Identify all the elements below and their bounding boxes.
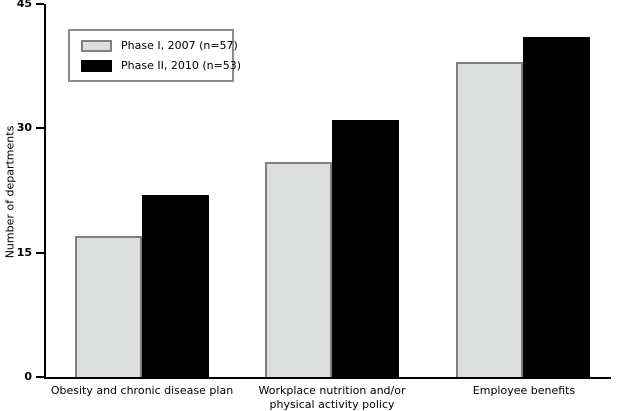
bar-phase1-employee-benefits (456, 62, 523, 377)
y-tick-label: 0 (24, 370, 32, 383)
y-tick-label: 15 (16, 245, 32, 259)
legend-item-phase2: Phase II, 2010 (n=53) (81, 59, 241, 72)
y-tick-mark (36, 127, 44, 130)
legend-label-phase1: Phase I, 2007 (n=57) (121, 39, 238, 52)
bar-phase2-obesity-plan (142, 194, 209, 377)
bar-group-obesity-plan (75, 4, 209, 377)
x-category-label-employee-benefits: Employee benefits (472, 384, 576, 397)
bar-phase2-workplace-policy (332, 120, 399, 377)
x-category-label-workplace-policy: Workplace nutrition and/or physical acti… (258, 384, 406, 411)
y-tick-label: 45 (16, 0, 32, 10)
bar-phase1-obesity-plan (75, 236, 142, 377)
y-tick-mark (36, 3, 44, 5)
y-tick-mark (36, 376, 44, 378)
legend-swatch-phase1 (81, 39, 112, 52)
y-tick-label: 30 (16, 121, 32, 135)
legend-label-phase2: Phase II, 2010 (n=53) (121, 59, 242, 72)
bar-phase2-employee-benefits (523, 37, 590, 377)
bar-group-workplace-policy (265, 4, 399, 377)
legend: Phase I, 2007 (n=57) Phase II, 2010 (n=5… (68, 29, 241, 82)
legend-item-phase1: Phase I, 2007 (n=57) (81, 39, 238, 52)
bar-group-employee-benefits (456, 4, 590, 377)
y-tick-mark (36, 251, 44, 254)
legend-swatch-phase2 (81, 59, 112, 72)
plot-area: 0 15 30 45 (17, 0, 611, 383)
bar-phase1-workplace-policy (265, 161, 332, 377)
y-axis-title: Number of departments (3, 125, 17, 259)
x-category-label-obesity-plan: Obesity and chronic disease plan (50, 384, 234, 397)
